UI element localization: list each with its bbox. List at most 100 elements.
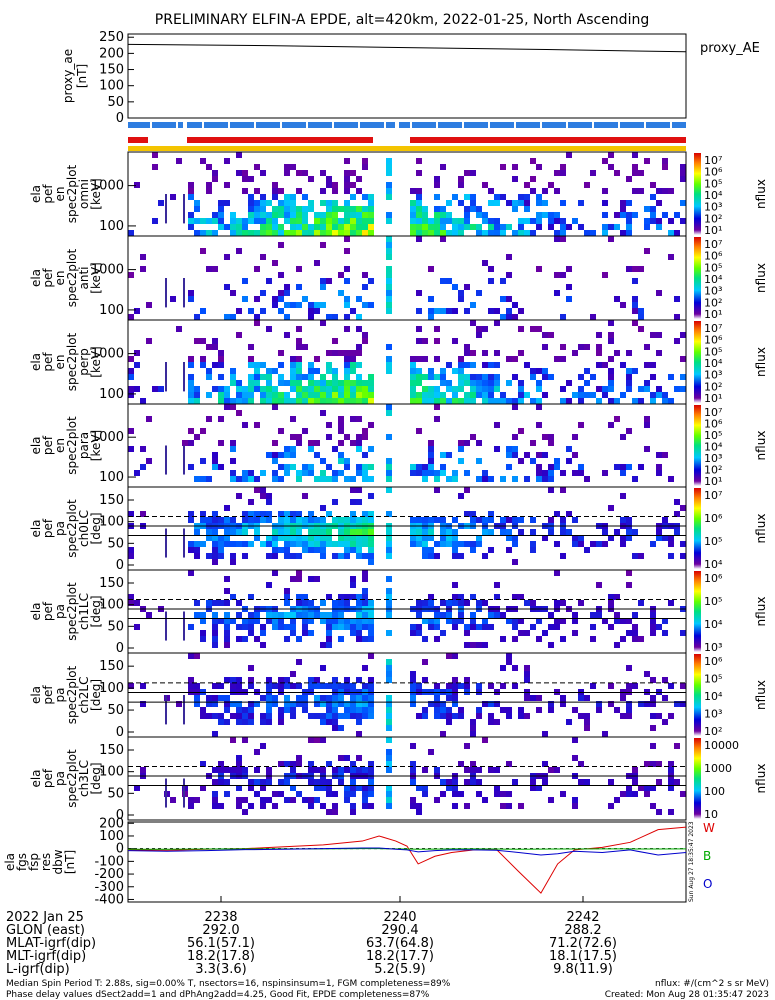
- spectrogram-cell: [656, 713, 662, 719]
- spectrogram-cell: [632, 398, 638, 404]
- spectrogram-cell: [626, 785, 632, 791]
- spectrogram-cell: [446, 779, 452, 785]
- spectrogram-cell: [368, 212, 374, 218]
- spectrogram-cell: [578, 374, 584, 380]
- spectrogram-cell: [260, 218, 266, 224]
- spectrogram-cell: [416, 785, 422, 791]
- spectrogram-cell: [212, 338, 218, 344]
- spectrogram-cell: [440, 164, 446, 170]
- colorbar-tick-label: 10⁶: [704, 166, 723, 179]
- spectrogram-cell: [536, 618, 542, 624]
- spectrogram-cell: [452, 535, 458, 541]
- spectrogram-cell: [578, 470, 584, 476]
- colorbar-label: nflux: [754, 179, 768, 209]
- spectrogram-cell: [128, 392, 134, 398]
- spectrogram-cell: [494, 200, 500, 206]
- spectrogram-cell: [326, 701, 332, 707]
- spectrogram-cell: [416, 338, 422, 344]
- spectrogram-cell: [284, 314, 290, 320]
- spectrogram-cell: [428, 392, 434, 398]
- spectrogram-cell: [188, 380, 194, 386]
- spectrogram-cell: [278, 677, 284, 683]
- spectrogram-cell: [314, 476, 320, 482]
- spectrogram-cell: [458, 224, 464, 230]
- spectrogram-cell: [626, 701, 632, 707]
- spectrogram-cell: [344, 326, 350, 332]
- spectrogram-cell: [626, 266, 632, 272]
- spectrogram-cell: [350, 701, 356, 707]
- spectrogram-cell: [368, 446, 374, 452]
- spectrogram-cell: [386, 737, 392, 743]
- spectrogram-cell: [440, 612, 446, 618]
- spectrogram-cell: [542, 200, 548, 206]
- spectrogram-cell: [434, 683, 440, 689]
- spectrogram-cell: [500, 707, 506, 713]
- ylabel-word: ch0LC: [77, 510, 91, 547]
- ylabel-word: [keV]: [89, 178, 103, 209]
- spectrogram-cell: [320, 612, 326, 618]
- spectrogram-cell: [446, 785, 452, 791]
- spectrogram-cell: [362, 618, 368, 624]
- spectrogram-cell: [626, 517, 632, 523]
- spectrogram-cell: [632, 636, 638, 642]
- spectrogram-cell: [338, 779, 344, 785]
- spectrogram-cell: [410, 470, 416, 476]
- spectrogram-cell: [638, 785, 644, 791]
- spectrogram-cell: [332, 212, 338, 218]
- spectrogram-cell: [572, 737, 578, 743]
- colorbar-tick-label: 10²: [704, 725, 722, 738]
- spectrogram-cell: [326, 636, 332, 642]
- spectrogram-cell: [254, 230, 260, 236]
- spectrogram-cell: [452, 308, 458, 314]
- spectrogram-cell: [488, 612, 494, 618]
- spectrogram-cell: [476, 791, 482, 797]
- ylabel-word: spec2plot: [65, 416, 79, 475]
- spectrogram-cell: [260, 493, 266, 499]
- spectrogram-cell: [368, 547, 374, 553]
- spectrogram-cell: [608, 386, 614, 392]
- spectrogram-panel-6: 150100500elapefpaspec2plotch1LC[deg]10⁶1…: [29, 569, 768, 656]
- spectrogram-cell: [308, 176, 314, 182]
- spectrogram-cell: [200, 218, 206, 224]
- mlat-value-2: 63.7(64.8): [366, 936, 434, 951]
- spectrogram-cell: [272, 791, 278, 797]
- spectrogram-cell: [236, 386, 242, 392]
- spectrogram-cell: [326, 809, 332, 815]
- spectrogram-cell: [248, 665, 254, 671]
- spectrogram-cell: [608, 701, 614, 707]
- spectrogram-cell: [350, 594, 356, 600]
- spectrogram-cell: [266, 779, 272, 785]
- spectrogram-cell: [224, 182, 230, 188]
- spectrogram-cell: [608, 332, 614, 338]
- spectrogram-cell: [200, 517, 206, 523]
- spectrogram-cell: [620, 541, 626, 547]
- spectrogram-cell: [458, 362, 464, 368]
- spectrogram-cell: [470, 170, 476, 176]
- spectrogram-cell: [314, 440, 320, 446]
- spectrogram-cell: [422, 541, 428, 547]
- data-line: [183, 695, 185, 725]
- spectrogram-cell: [248, 719, 254, 725]
- proxy-ae-line: [127, 43, 687, 53]
- spectrogram-cell: [428, 547, 434, 553]
- spectrogram-cell: [134, 386, 140, 392]
- spectrogram-cell: [362, 386, 368, 392]
- date-label: 2022 Jan 25: [6, 910, 84, 925]
- spectrogram-cell: [518, 517, 524, 523]
- spectrogram-cell: [290, 356, 296, 362]
- spectrogram-cell: [596, 344, 602, 350]
- x-axis-labels: 2022 Jan 25 2238 2240 2242 GLON (east) 2…: [6, 910, 617, 977]
- spectrogram-cell: [140, 254, 146, 260]
- spectrogram-cell: [386, 767, 392, 773]
- spectrogram-cell: [464, 392, 470, 398]
- spectrogram-cell: [278, 392, 284, 398]
- spectrogram-cell: [566, 529, 572, 535]
- spectrogram-cell: [326, 350, 332, 356]
- spectrogram-cell: [254, 618, 260, 624]
- spectrogram-cell: [284, 677, 290, 683]
- ytick-label: 50: [107, 703, 124, 718]
- spectrogram-cell: [314, 737, 320, 743]
- spectrogram-cell: [434, 541, 440, 547]
- spectrogram-cell: [578, 422, 584, 428]
- spectrogram-cell: [434, 416, 440, 422]
